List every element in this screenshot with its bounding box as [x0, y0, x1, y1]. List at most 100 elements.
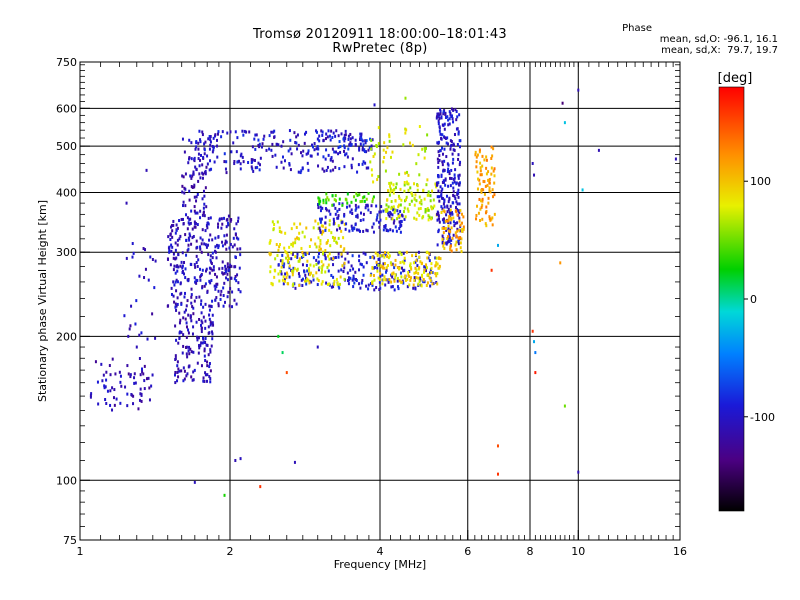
data-point — [198, 295, 201, 299]
data-point — [331, 147, 334, 151]
data-point — [479, 161, 482, 165]
data-point — [224, 270, 227, 274]
chart-title: Tromsø 20120911 18:00:00–18:01:43 — [252, 27, 508, 42]
data-point — [224, 300, 227, 304]
data-point — [183, 272, 186, 276]
data-point — [443, 168, 446, 172]
data-point — [441, 152, 444, 156]
data-point — [259, 163, 262, 167]
data-point — [109, 389, 112, 393]
data-point — [230, 150, 233, 154]
data-point — [443, 241, 446, 245]
data-point — [346, 251, 349, 255]
data-point — [337, 255, 340, 259]
data-point — [453, 173, 456, 177]
data-point — [237, 216, 240, 220]
data-point — [285, 256, 288, 260]
data-point — [482, 179, 485, 183]
data-point — [324, 248, 327, 252]
data-point — [286, 254, 289, 258]
data-point — [234, 265, 237, 269]
data-point — [308, 244, 311, 248]
data-point — [430, 270, 433, 274]
data-point — [447, 235, 450, 239]
data-point — [371, 225, 374, 229]
data-point — [455, 110, 458, 114]
data-point — [296, 147, 299, 151]
data-point — [480, 199, 483, 203]
data-point — [422, 188, 425, 192]
data-point — [365, 166, 368, 170]
data-point — [174, 231, 177, 235]
data-point — [151, 258, 154, 262]
data-point — [200, 326, 203, 330]
data-point — [371, 281, 374, 285]
data-point — [183, 369, 186, 373]
data-point — [354, 138, 357, 142]
data-point — [361, 146, 364, 150]
data-point — [365, 284, 368, 288]
data-point — [174, 324, 177, 328]
data-point — [231, 290, 234, 294]
data-point — [190, 209, 193, 213]
data-point — [177, 367, 180, 371]
data-point — [296, 255, 299, 259]
data-point — [417, 271, 420, 275]
data-point — [296, 267, 299, 271]
data-point — [436, 183, 439, 187]
data-point — [278, 279, 281, 283]
data-point — [359, 218, 362, 222]
data-point — [198, 317, 201, 321]
data-point — [453, 148, 456, 152]
data-point — [376, 216, 379, 220]
data-point — [277, 272, 280, 276]
data-point — [403, 256, 406, 260]
data-point — [486, 183, 489, 187]
data-point — [458, 145, 461, 149]
data-point — [132, 402, 135, 406]
data-point — [302, 254, 305, 258]
data-point — [428, 252, 431, 256]
data-point — [143, 379, 146, 383]
data-point — [195, 278, 198, 282]
data-point — [430, 217, 433, 221]
data-point — [434, 182, 437, 186]
data-point — [197, 147, 200, 151]
data-point — [215, 296, 218, 300]
data-point — [405, 198, 408, 202]
data-point — [153, 286, 156, 290]
data-point — [400, 280, 403, 284]
data-point — [459, 236, 462, 240]
data-point — [310, 154, 313, 158]
data-point — [436, 195, 439, 199]
data-point — [421, 274, 424, 278]
data-point — [400, 266, 403, 270]
data-point — [217, 235, 220, 239]
data-point — [237, 219, 240, 223]
data-point — [143, 276, 146, 280]
data-point — [176, 264, 179, 268]
data-point — [491, 154, 494, 158]
data-point — [424, 149, 427, 153]
data-point — [288, 245, 291, 249]
data-point — [290, 152, 293, 156]
data-point — [129, 373, 132, 377]
data-point — [200, 153, 203, 157]
data-point — [440, 211, 443, 215]
data-point — [170, 292, 173, 296]
data-point — [332, 257, 335, 261]
data-point — [190, 319, 193, 323]
data-point — [187, 161, 190, 165]
data-point — [280, 272, 283, 276]
data-point — [424, 146, 427, 150]
data-point — [370, 138, 373, 142]
data-point — [131, 242, 134, 246]
data-point — [242, 133, 245, 137]
data-point — [210, 344, 213, 348]
data-point — [194, 280, 197, 284]
data-point — [283, 279, 286, 283]
data-point — [435, 181, 438, 185]
data-point — [183, 186, 186, 190]
data-point — [438, 266, 441, 270]
